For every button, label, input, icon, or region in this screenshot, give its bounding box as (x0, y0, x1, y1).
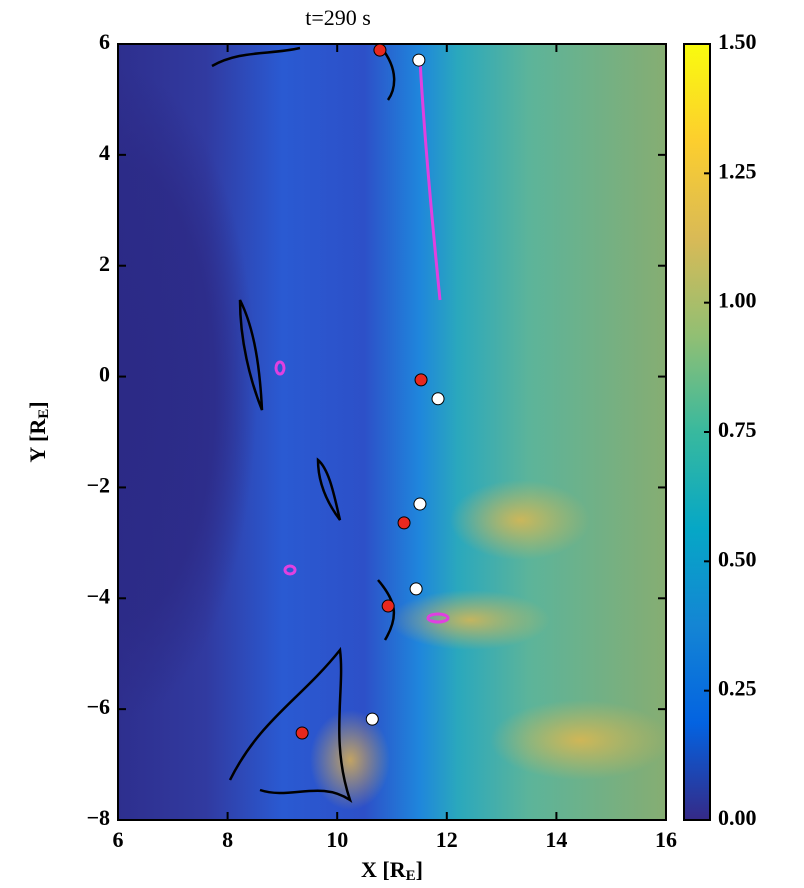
y-tick-label: 0 (99, 362, 110, 387)
y-label-sub: E (36, 409, 52, 419)
point (412, 53, 426, 67)
x-tick-label: 6 (113, 827, 124, 852)
colorbar-tick-label: 0.75 (718, 417, 757, 442)
y-tick-label: 6 (99, 29, 110, 54)
point (365, 712, 379, 726)
x-tick-label: 10 (326, 827, 348, 852)
point (431, 392, 445, 406)
x-tick-label: 8 (222, 827, 233, 852)
point (414, 373, 428, 387)
y-tick-label: −4 (86, 583, 110, 608)
y-label-text: Y [R (25, 418, 50, 463)
point (409, 582, 423, 596)
point (413, 497, 427, 511)
y-tick-label: 4 (99, 140, 110, 165)
y-tick-label: 2 (99, 251, 110, 276)
colorbar-tick-label: 0.50 (718, 546, 757, 571)
y-label-close: ] (25, 401, 50, 408)
y-axis-label: Y [RE] (25, 401, 52, 462)
point (373, 43, 387, 57)
x-tick-label: 12 (436, 827, 458, 852)
colorbar-tick-label: 0.00 (718, 805, 757, 830)
point (381, 599, 395, 613)
x-tick-label: 14 (545, 827, 567, 852)
x-axis-label: X [RE] (361, 857, 423, 884)
x-label-sub: E (406, 868, 416, 884)
colorbar-tick-label: 1.00 (718, 288, 757, 313)
x-label-close: ] (416, 857, 423, 882)
x-label-text: X [R (361, 857, 407, 882)
y-tick-label: −8 (86, 805, 110, 830)
point (397, 516, 411, 530)
y-tick-label: −2 (86, 472, 110, 497)
colorbar-tick-label: 1.50 (718, 29, 757, 54)
chart-title: t=290 s (305, 5, 371, 30)
point (295, 726, 309, 740)
plot-frame (117, 43, 667, 821)
colorbar-tick-label: 1.25 (718, 158, 757, 183)
x-tick-label: 16 (655, 827, 677, 852)
y-tick-label: −6 (86, 694, 110, 719)
field-image (118, 44, 666, 820)
colorbar-tick-label: 0.25 (718, 676, 757, 701)
